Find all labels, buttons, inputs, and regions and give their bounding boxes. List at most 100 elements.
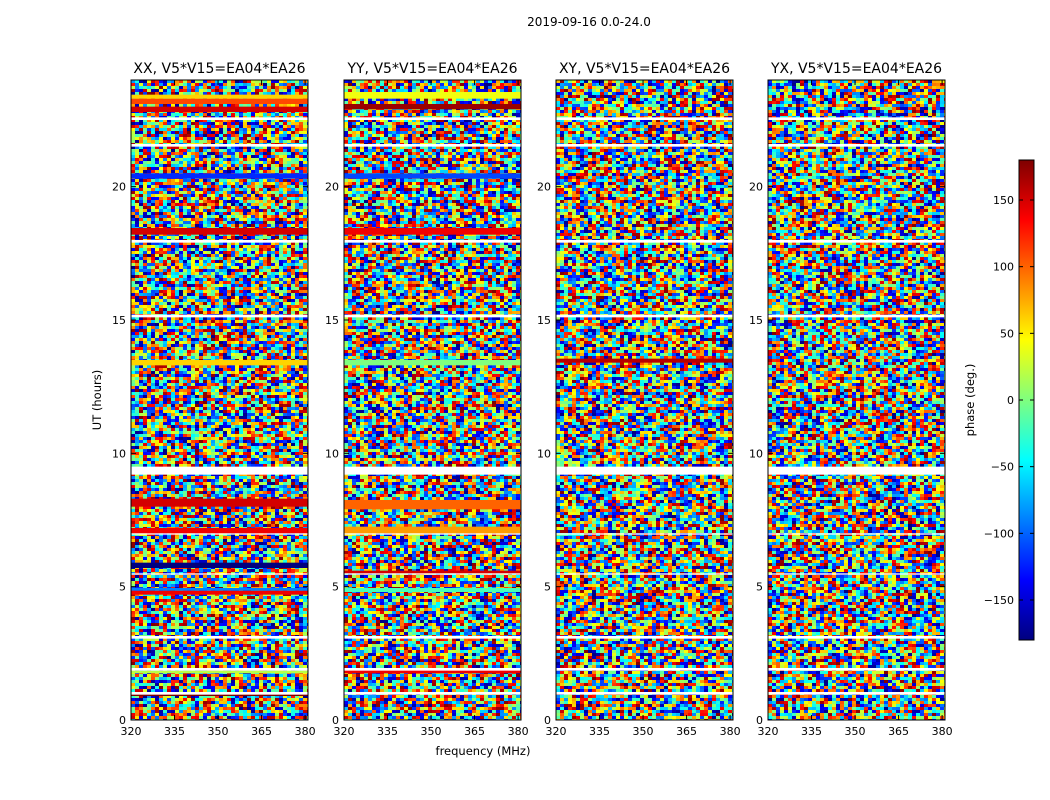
phase-band xyxy=(131,173,308,179)
x-tick-label: 380 xyxy=(720,725,741,738)
colorbar-tick-label: 50 xyxy=(1000,327,1014,340)
colorbar-tick-label: −50 xyxy=(991,461,1014,474)
colorbar-tick-label: −150 xyxy=(984,594,1014,607)
colorbar-tick-label: −100 xyxy=(984,527,1014,540)
flagged-band xyxy=(131,117,308,120)
x-tick-label: 320 xyxy=(334,725,355,738)
heatmap-2 xyxy=(344,80,521,720)
flagged-band xyxy=(131,144,308,147)
panel-1: XX, V5*V15=EA04*EA26 0 5 10 15 20 320 335 350 365… xyxy=(112,61,316,738)
x-tick-label: 380 xyxy=(932,725,953,738)
flagged-band xyxy=(131,533,308,535)
phase-band xyxy=(131,498,308,507)
flagged-band xyxy=(556,314,733,318)
panel-title: YX, V5*V15=EA04*EA26 xyxy=(770,61,942,77)
x-tick-label: 335 xyxy=(801,725,822,738)
phase-band xyxy=(344,500,521,510)
panel-title: YY, V5*V15=EA04*EA26 xyxy=(346,61,517,77)
colorbar: 150 100 50 0 −50 −100 −150 phase (deg.) xyxy=(963,159,1035,641)
x-tick-label: 335 xyxy=(164,725,185,738)
plot-frame xyxy=(555,79,734,721)
y-axis-label: UT (hours) xyxy=(90,370,104,430)
colorbar-tick-label: 100 xyxy=(993,261,1014,274)
flagged-band xyxy=(131,636,308,639)
phase-band xyxy=(344,570,521,574)
phase-band xyxy=(131,98,308,104)
panel-2: YY, V5*V15=EA04*EA26 0 5 10 15 20 320 335 350 365… xyxy=(325,61,529,738)
y-tick-label: 0 xyxy=(544,714,551,727)
plot-frame xyxy=(343,79,522,721)
flagged-band xyxy=(768,117,945,120)
x-tick-label: 350 xyxy=(633,725,654,738)
phase-band xyxy=(344,526,521,534)
y-tick-label: 10 xyxy=(537,447,551,460)
x-tick-label: 320 xyxy=(546,725,567,738)
heatmap-1 xyxy=(131,80,308,720)
flagged-band xyxy=(344,314,521,318)
y-tick-label: 5 xyxy=(119,581,126,594)
flagged-band xyxy=(131,314,308,318)
colorbar-tick-label: 150 xyxy=(993,194,1014,207)
flagged-band xyxy=(344,692,521,695)
panel-title: XX, V5*V15=EA04*EA26 xyxy=(133,61,305,77)
phase-band xyxy=(131,590,308,595)
x-axis-label: frequency (MHz) xyxy=(436,744,531,758)
flagged-band xyxy=(768,636,945,639)
y-tick-label: 5 xyxy=(332,581,339,594)
panel-4: YX, V5*V15=EA04*EA26 0 5 10 15 20 320 335 350 365… xyxy=(749,61,953,738)
y-tick-label: 20 xyxy=(112,181,126,194)
flagged-band xyxy=(556,692,733,695)
x-tick-label: 365 xyxy=(888,725,909,738)
flagged-band xyxy=(768,466,945,475)
phase-band xyxy=(344,228,521,235)
flagged-band xyxy=(131,466,308,475)
y-tick-label: 15 xyxy=(112,314,126,327)
flagged-band xyxy=(344,117,521,120)
y-tick-label: 5 xyxy=(756,581,763,594)
flagged-band xyxy=(344,668,521,671)
y-tick-label: 15 xyxy=(749,314,763,327)
y-tick-label: 5 xyxy=(544,581,551,594)
colorbar-tick-label: 0 xyxy=(1007,394,1014,407)
panel-3: XY, V5*V15=EA04*EA26 0 5 10 15 20 320 335 350 365… xyxy=(537,61,741,738)
flagged-band xyxy=(344,573,521,575)
x-tick-label: 380 xyxy=(508,725,529,738)
colorbar-ticks: 150 100 50 0 −50 −100 −150 xyxy=(984,194,1034,607)
x-tick-label: 365 xyxy=(464,725,485,738)
x-tick-label: 320 xyxy=(121,725,142,738)
phase-band xyxy=(131,528,308,534)
flagged-band xyxy=(768,144,945,147)
flagged-band xyxy=(556,240,733,243)
flagged-band xyxy=(556,533,733,535)
flagged-band xyxy=(131,692,308,695)
y-tick-label: 15 xyxy=(325,314,339,327)
y-tick-label: 15 xyxy=(537,314,551,327)
flagged-band xyxy=(556,144,733,147)
plot-frame xyxy=(130,79,309,721)
y-tick-label: 0 xyxy=(756,714,763,727)
phase-band xyxy=(131,588,308,591)
flagged-band xyxy=(768,692,945,695)
flagged-band xyxy=(344,240,521,243)
y-tick-label: 0 xyxy=(119,714,126,727)
panels: XX, V5*V15=EA04*EA26 0 5 10 15 20 320 335 350 365… xyxy=(112,61,953,738)
phase-band xyxy=(131,106,308,112)
flagged-band xyxy=(768,533,945,535)
flagged-band xyxy=(768,573,945,575)
colorbar-label: phase (deg.) xyxy=(963,364,977,437)
flagged-band xyxy=(768,314,945,318)
heatmap-4 xyxy=(768,80,945,720)
phase-band xyxy=(344,588,521,592)
flagged-band xyxy=(344,466,521,475)
y-tick-label: 20 xyxy=(537,181,551,194)
x-tick-label: 335 xyxy=(589,725,610,738)
x-tick-label: 365 xyxy=(251,725,272,738)
flagged-band xyxy=(556,573,733,575)
flagged-band xyxy=(556,668,733,671)
heatmap-3 xyxy=(556,80,733,720)
flagged-band xyxy=(344,636,521,639)
phase-band xyxy=(556,358,733,363)
x-tick-label: 320 xyxy=(758,725,779,738)
phase-band xyxy=(344,104,521,110)
